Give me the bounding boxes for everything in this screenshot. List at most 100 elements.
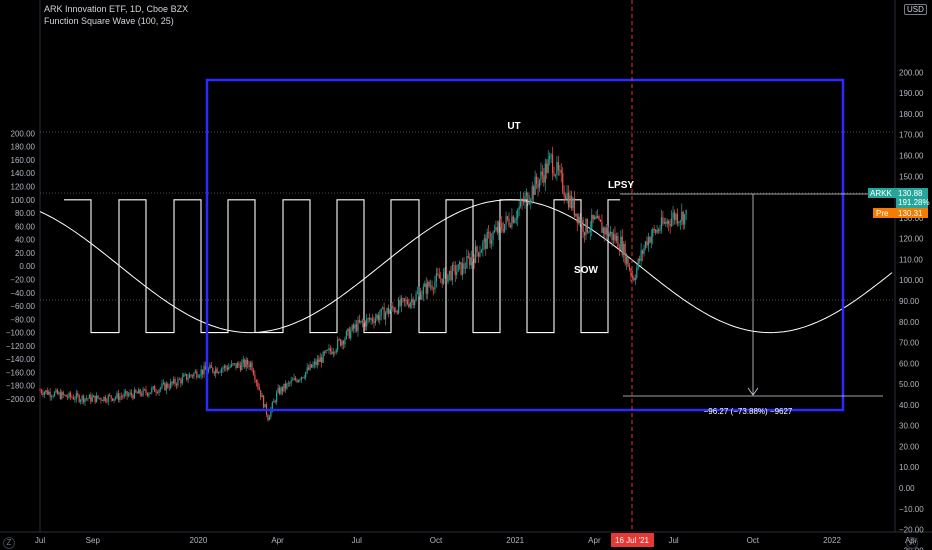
- candle-body: [180, 379, 182, 384]
- candle-body: [242, 359, 244, 363]
- range-box: [205, 78, 845, 412]
- candle-body: [103, 396, 105, 402]
- candle-body: [303, 377, 305, 379]
- right-tick-label: 50.00: [899, 380, 920, 389]
- candle-body: [345, 331, 347, 339]
- x-tick-label: 2020: [190, 536, 208, 545]
- candle-body: [566, 192, 568, 200]
- candle-body: [480, 250, 483, 253]
- candle-body: [199, 375, 201, 377]
- left-tick-label: 200.00: [11, 129, 36, 138]
- candle-body: [251, 362, 253, 371]
- candle-body: [216, 368, 218, 373]
- left-tick-label: −60.00: [10, 302, 35, 311]
- candle-body: [501, 223, 503, 229]
- candle-body: [290, 380, 292, 384]
- candle-body: [347, 328, 349, 332]
- candle-body: [475, 246, 477, 263]
- candle-body: [337, 339, 339, 350]
- candle-body: [120, 396, 122, 398]
- candle-body: [656, 229, 658, 233]
- candle-body: [312, 364, 314, 368]
- candle-body: [45, 390, 47, 393]
- right-tick-label: −10.00: [899, 505, 924, 514]
- candle-body: [528, 202, 530, 205]
- candle-body: [367, 318, 369, 319]
- candle-body: [152, 386, 154, 389]
- candle-body: [623, 243, 625, 256]
- candle-body: [543, 175, 545, 183]
- x-tick-label: Jul: [35, 536, 45, 545]
- candle-body: [100, 398, 102, 401]
- candle-body: [268, 416, 271, 421]
- candle-body: [104, 396, 106, 402]
- candle-body: [647, 237, 649, 246]
- candle-body: [271, 402, 273, 410]
- candle-body: [575, 213, 577, 216]
- left-tick-label: −40.00: [10, 289, 35, 298]
- candle-body: [565, 196, 567, 200]
- candle-body: [428, 281, 430, 287]
- zoom-button[interactable]: Z: [3, 537, 15, 549]
- candle-body: [248, 364, 250, 368]
- date-tag-label: 16 Jul '21: [615, 536, 650, 545]
- candle-body: [411, 299, 413, 303]
- candle-body: [342, 341, 345, 345]
- candle-body: [610, 231, 612, 234]
- annotation-measure: −96.27 (−73.88%) −9627: [704, 407, 793, 416]
- candle-body: [451, 265, 453, 281]
- ticker-tag-label: ARKK: [870, 189, 892, 198]
- candle-body: [109, 395, 111, 396]
- candle-body: [191, 375, 194, 377]
- auto-scale-button[interactable]: A: [906, 537, 918, 549]
- candle-body: [193, 373, 195, 377]
- candle-body: [387, 308, 390, 314]
- candle-body: [334, 352, 336, 353]
- left-tick-label: −100.00: [6, 329, 36, 338]
- candle-body: [117, 393, 120, 400]
- candle-body: [287, 382, 289, 384]
- candle-body: [178, 378, 180, 380]
- candle-body: [49, 391, 51, 397]
- right-tick-label: 120.00: [899, 235, 924, 244]
- candle-body: [685, 209, 687, 215]
- candle-body: [51, 396, 53, 398]
- annotation-lpsy: LPSY: [608, 180, 634, 191]
- candle-body: [435, 273, 437, 282]
- x-tick-label: Sep: [86, 536, 101, 545]
- candle-body: [273, 400, 275, 403]
- candle-body: [40, 390, 43, 393]
- candle-body: [562, 173, 564, 192]
- candle-body: [228, 367, 230, 370]
- candle-body: [541, 171, 543, 176]
- left-tick-label: 180.00: [11, 143, 36, 152]
- candle-body: [578, 216, 580, 223]
- currency-button[interactable]: USD: [904, 4, 927, 15]
- candle-body: [485, 238, 487, 249]
- candle-body: [220, 368, 223, 373]
- candle-body: [78, 395, 80, 402]
- left-tick-label: 20.00: [15, 249, 36, 258]
- right-tick-label: 150.00: [899, 172, 924, 181]
- candle-body: [64, 394, 66, 396]
- candle-body: [655, 230, 657, 233]
- candle-body: [280, 387, 282, 394]
- candle-body: [341, 341, 343, 346]
- candle-body: [308, 367, 310, 370]
- candle-body: [579, 216, 581, 225]
- right-tick-label: 180.00: [899, 110, 924, 119]
- candle-body: [549, 155, 551, 160]
- candle-body: [358, 319, 361, 323]
- candle-body: [344, 338, 346, 345]
- candle-body: [517, 209, 519, 219]
- candle-body: [82, 395, 85, 403]
- candle-body: [551, 154, 554, 173]
- candle-body: [310, 364, 313, 368]
- candle-body: [68, 392, 70, 398]
- candle-body: [421, 294, 423, 300]
- candle-body: [673, 212, 676, 220]
- candle-body: [133, 389, 135, 399]
- candle-body: [585, 219, 587, 236]
- candle-body: [328, 348, 330, 351]
